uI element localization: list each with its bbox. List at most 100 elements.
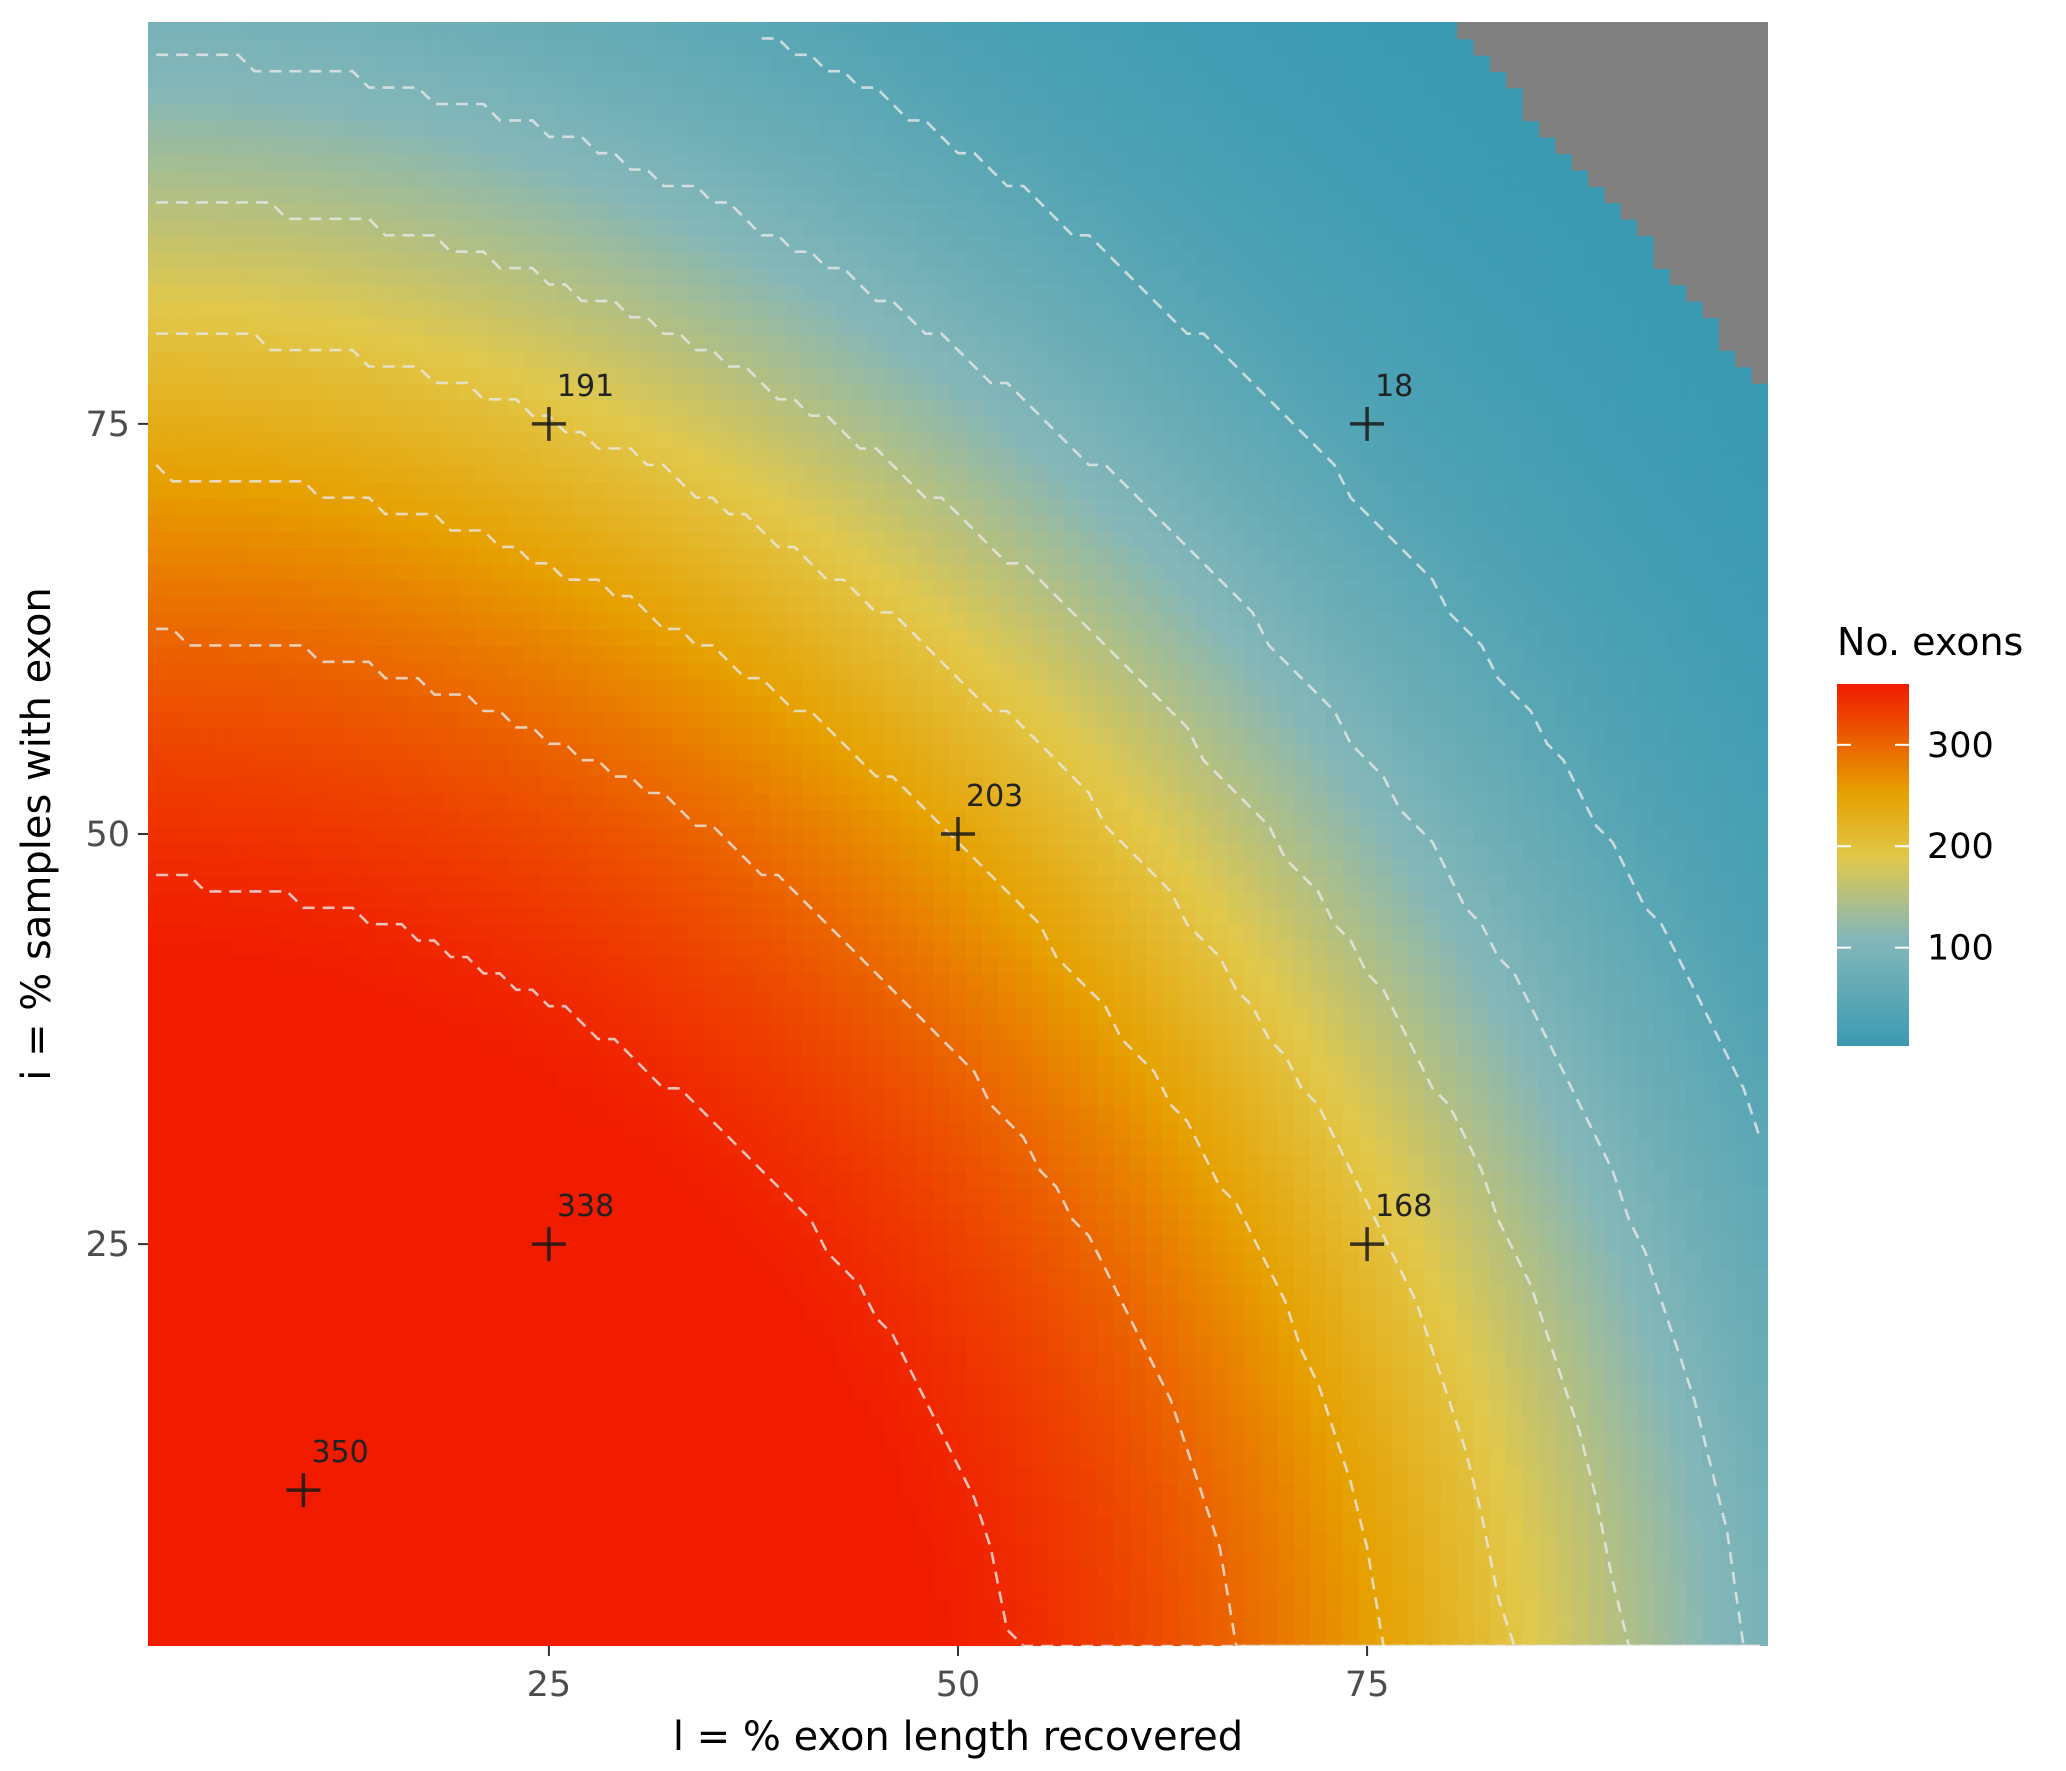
heatmap-cell <box>344 1465 362 1483</box>
heatmap-cell <box>164 1416 182 1434</box>
heatmap-cell <box>573 546 591 565</box>
heatmap-cell <box>769 1399 787 1418</box>
heatmap-cell <box>900 1006 918 1024</box>
heatmap-cell <box>622 104 640 122</box>
heatmap-cell <box>737 1432 755 1450</box>
heatmap-cell <box>148 71 166 89</box>
heatmap-cell <box>458 1481 477 1500</box>
heatmap-cell <box>148 760 166 778</box>
heatmap-cell <box>720 448 738 466</box>
heatmap-cell <box>917 1121 935 1139</box>
heatmap-cell <box>769 120 787 138</box>
heatmap-cell <box>949 1563 967 1582</box>
heatmap-cell <box>671 399 689 417</box>
heatmap-cell <box>949 317 967 335</box>
heatmap-cell <box>311 1252 329 1270</box>
heatmap-cell <box>802 957 820 975</box>
heatmap-cell <box>868 1563 886 1582</box>
heatmap-cell <box>786 1006 804 1024</box>
heatmap-cell <box>720 776 738 794</box>
heatmap-cell <box>197 22 215 40</box>
heatmap-cell <box>900 1514 918 1532</box>
heatmap-cell <box>508 366 526 384</box>
heatmap-cell <box>655 432 673 450</box>
heatmap-cell <box>295 120 313 138</box>
heatmap-cell <box>213 497 231 515</box>
heatmap-cell <box>148 907 166 926</box>
heatmap-cell <box>458 1367 477 1385</box>
heatmap-cell <box>344 1301 362 1319</box>
heatmap-cell <box>442 1481 460 1500</box>
heatmap-cell <box>229 973 247 991</box>
heatmap-cell <box>688 1137 706 1155</box>
heatmap-cell <box>622 1547 640 1565</box>
heatmap-cell <box>737 579 755 597</box>
heatmap-cell <box>377 169 395 187</box>
heatmap-cell <box>229 940 247 958</box>
heatmap-cell <box>933 268 951 286</box>
heatmap-cell <box>213 792 231 811</box>
heatmap-cell <box>769 1432 787 1450</box>
heatmap-cell <box>458 1186 477 1204</box>
heatmap-cell <box>278 743 297 761</box>
heatmap-cell <box>933 809 951 827</box>
heatmap-cell <box>442 235 460 253</box>
heatmap-cell <box>966 1088 984 1106</box>
heatmap-cell <box>868 1055 886 1073</box>
heatmap-cell <box>786 727 804 745</box>
heatmap-cell <box>246 1039 264 1057</box>
heatmap-cell <box>557 1563 575 1582</box>
heatmap-cell <box>393 284 411 302</box>
heatmap-cell <box>622 497 640 515</box>
heatmap-cell <box>409 957 427 975</box>
heatmap-cell <box>966 1153 984 1172</box>
heatmap-cell <box>900 1055 918 1073</box>
heatmap-cell <box>557 481 575 499</box>
heatmap-cell <box>818 1252 837 1270</box>
heatmap-cell <box>458 251 477 269</box>
heatmap-cell <box>933 1334 951 1352</box>
heatmap-cell <box>933 38 951 56</box>
heatmap-cell <box>213 1514 231 1532</box>
heatmap-cell <box>508 1334 526 1352</box>
heatmap-cell <box>246 776 264 794</box>
heatmap-cell <box>606 235 624 253</box>
heatmap-cell <box>786 169 804 187</box>
heatmap-cell <box>262 1432 280 1450</box>
heatmap-cell <box>442 989 460 1008</box>
heatmap-cell <box>737 54 755 73</box>
heatmap-cell <box>655 514 673 532</box>
heatmap-cell <box>589 1449 607 1467</box>
heatmap-cell <box>786 1285 804 1303</box>
heatmap-cell <box>802 1170 820 1188</box>
heatmap-cell <box>851 891 869 909</box>
heatmap-cell <box>868 1235 886 1254</box>
heatmap-cell <box>688 1219 706 1237</box>
heatmap-cell <box>688 628 706 647</box>
heatmap-cell <box>197 87 215 105</box>
heatmap-cell <box>769 645 787 663</box>
heatmap-cell <box>917 366 935 384</box>
heatmap-cell <box>737 300 755 319</box>
heatmap-cell <box>835 907 853 926</box>
heatmap-cell <box>884 907 902 926</box>
heatmap-cell <box>262 104 280 122</box>
heatmap-cell <box>949 1481 967 1500</box>
heatmap-cell <box>655 1317 673 1336</box>
heatmap-cell <box>589 1580 607 1598</box>
heatmap-cell <box>851 300 869 319</box>
heatmap-cell <box>573 366 591 384</box>
heatmap-cell <box>475 1268 493 1286</box>
heatmap-cell <box>508 645 526 663</box>
heatmap-cell <box>884 415 902 433</box>
heatmap-cell <box>737 875 755 893</box>
heatmap-cell <box>311 1235 329 1254</box>
heatmap-cell <box>802 891 820 909</box>
heatmap-cell <box>377 612 395 630</box>
heatmap-cell <box>197 464 215 483</box>
heatmap-cell <box>311 825 329 843</box>
heatmap-cell <box>229 825 247 843</box>
heatmap-cell <box>197 481 215 499</box>
heatmap-cell <box>295 1367 313 1385</box>
heatmap-cell <box>671 136 689 155</box>
